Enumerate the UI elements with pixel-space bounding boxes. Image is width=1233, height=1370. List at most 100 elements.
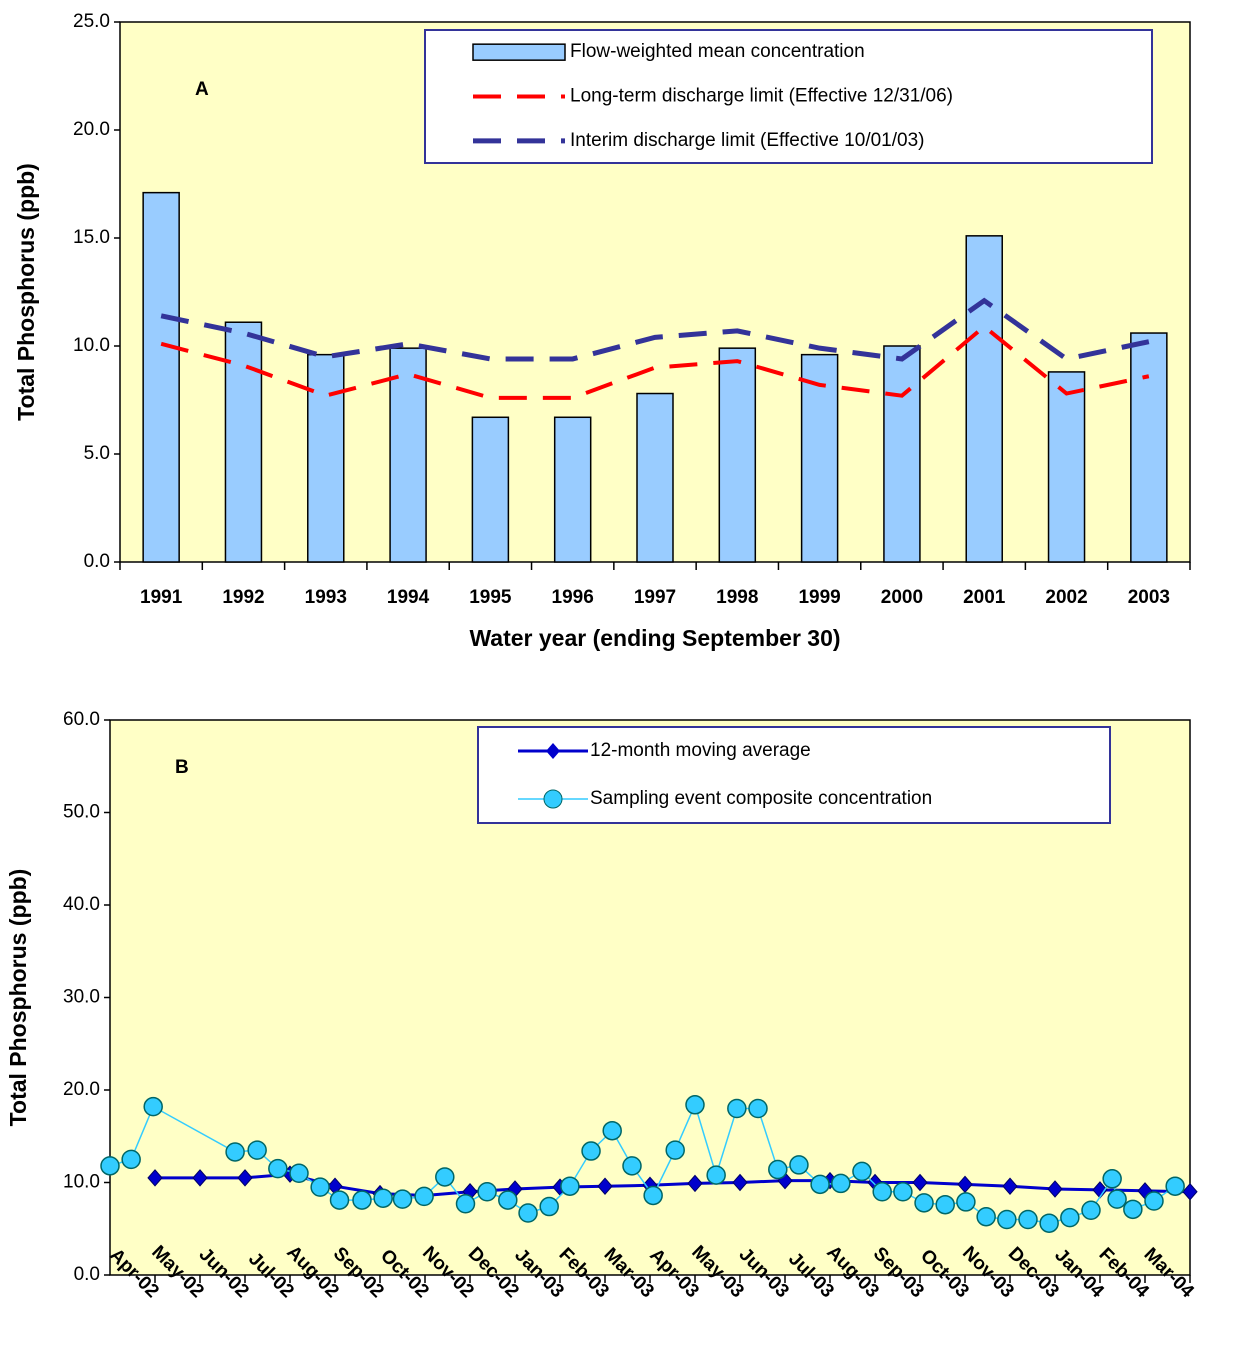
panel-label: A (195, 79, 209, 100)
marker (352, 1190, 372, 1210)
marker (392, 1189, 413, 1209)
x-tick-label: 2003 (1128, 587, 1170, 608)
marker (956, 1192, 976, 1212)
y-tick-label: 30.0 (63, 987, 100, 1008)
marker (1002, 1177, 1018, 1195)
marker (1182, 1182, 1198, 1201)
marker (455, 1194, 476, 1214)
x-tick-label: 1998 (716, 587, 758, 608)
marker (268, 1158, 288, 1179)
marker (414, 1186, 434, 1207)
panel-label: B (175, 757, 189, 778)
limit-line (160, 297, 1150, 362)
marker (872, 1182, 892, 1202)
marker (831, 1173, 851, 1194)
marker (310, 1177, 330, 1197)
marker (665, 1140, 685, 1160)
legend-label: 12-month moving average (590, 740, 811, 761)
legend-marker (546, 743, 560, 759)
x-tick-label: 2000 (881, 587, 923, 608)
y-tick-label: 15.0 (73, 227, 110, 248)
marker (789, 1155, 809, 1175)
x-tick-label: 2001 (963, 587, 1006, 608)
marker (622, 1156, 642, 1176)
x-tick-label: 1993 (305, 587, 347, 608)
legend-box (477, 726, 1111, 824)
marker (706, 1165, 726, 1185)
marker (768, 1159, 788, 1180)
legend-swatch (472, 43, 566, 61)
marker (498, 1190, 518, 1210)
marker (477, 1182, 497, 1202)
bar (1130, 332, 1168, 563)
marker (912, 1173, 928, 1192)
bar (389, 347, 427, 563)
marker (935, 1194, 955, 1215)
marker (602, 1120, 622, 1141)
y-axis-title: Total Phosphorus (ppb) (5, 869, 31, 1127)
legend-marker (543, 789, 563, 809)
marker (225, 1142, 245, 1162)
bar (471, 416, 510, 563)
bar (883, 345, 921, 563)
x-tick-label: 1995 (469, 587, 512, 608)
marker (329, 1190, 350, 1210)
x-tick-label: 1994 (387, 587, 430, 608)
marker (1107, 1189, 1127, 1209)
bar (800, 353, 839, 563)
x-axis-title: Water year (ending September 30) (469, 625, 840, 651)
marker (1102, 1169, 1122, 1189)
y-tick-label: 50.0 (63, 802, 100, 823)
x-tick-label: 1996 (552, 587, 594, 608)
marker (560, 1176, 580, 1196)
marker (518, 1203, 538, 1223)
y-tick-label: 5.0 (84, 443, 110, 464)
y-tick-label: 20.0 (73, 119, 110, 140)
marker (997, 1209, 1017, 1230)
marker (121, 1149, 141, 1170)
bar (1047, 371, 1086, 563)
marker (852, 1161, 872, 1182)
marker (914, 1193, 934, 1213)
marker (976, 1206, 996, 1227)
marker (373, 1188, 393, 1208)
marker (1060, 1207, 1080, 1228)
marker (1165, 1176, 1185, 1196)
legend-label: Sampling event composite concentration (590, 788, 932, 809)
x-tick-label: 1992 (222, 587, 264, 608)
legend-label: Long-term discharge limit (Effective 12/… (570, 86, 953, 107)
marker (147, 1169, 163, 1187)
bar (224, 321, 263, 563)
y-tick-label: 10.0 (63, 1172, 100, 1193)
y-tick-label: 10.0 (73, 335, 110, 356)
marker (643, 1185, 663, 1206)
marker (893, 1182, 913, 1202)
marker (1081, 1200, 1101, 1220)
marker (1144, 1191, 1164, 1211)
bar (307, 353, 345, 563)
y-tick-label: 40.0 (63, 894, 100, 915)
marker (581, 1141, 601, 1161)
y-tick-label: 20.0 (63, 1079, 100, 1100)
marker (247, 1140, 267, 1160)
y-tick-label: 25.0 (73, 11, 110, 32)
bar (965, 235, 1003, 563)
marker (237, 1169, 253, 1187)
legend-label: Interim discharge limit (Effective 10/01… (570, 130, 924, 151)
x-tick-label: 1991 (140, 587, 183, 608)
y-tick-label: 60.0 (63, 709, 100, 730)
marker (100, 1156, 120, 1176)
legend-label: Flow-weighted mean concentration (570, 41, 865, 62)
marker (597, 1177, 613, 1195)
marker (143, 1096, 163, 1117)
marker (685, 1095, 705, 1115)
x-tick-label: 1997 (634, 587, 676, 608)
marker (435, 1167, 455, 1187)
marker (192, 1169, 208, 1187)
bar (636, 392, 674, 563)
marker (732, 1173, 748, 1192)
marker (687, 1174, 703, 1193)
bar (553, 416, 592, 563)
